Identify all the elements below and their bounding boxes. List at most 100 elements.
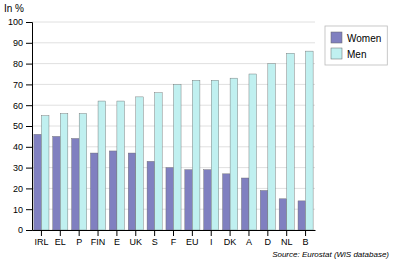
x-tick-label: EL (55, 237, 66, 247)
bar (279, 199, 287, 230)
y-tick-mark (26, 105, 32, 106)
x-tick: P (76, 230, 82, 247)
y-axis: 0102030405060708090100 (8, 17, 33, 235)
bar (60, 114, 68, 230)
bar (223, 174, 231, 230)
y-tick: 50 (13, 121, 32, 131)
y-tick-mark (26, 230, 32, 231)
y-tick-label: 100 (8, 17, 23, 27)
chart-container: 0102030405060708090100IRLELPFINEUKSFEUID… (0, 0, 393, 260)
x-tick-mark (192, 230, 193, 236)
x-tick: F (171, 230, 177, 247)
bar (249, 74, 257, 230)
bar (147, 161, 155, 230)
bar (117, 101, 125, 230)
x-tick-mark (98, 230, 99, 236)
y-tick-mark (26, 147, 32, 148)
y-tick-label: 40 (13, 142, 23, 152)
bar (260, 190, 268, 230)
x-tick: EL (55, 230, 66, 247)
legend-swatch (331, 32, 342, 43)
legend-item: Women (331, 32, 381, 44)
bar (136, 97, 144, 230)
x-tick-label: DK (224, 237, 237, 247)
bar (298, 201, 306, 230)
x-tick: I (210, 230, 213, 247)
bar-series (41, 51, 313, 230)
x-tick-label: A (246, 237, 252, 247)
grid (32, 22, 315, 230)
x-tick: DK (224, 230, 237, 247)
legend-frame (325, 26, 387, 65)
x-tick-mark (154, 230, 155, 236)
y-tick-mark (26, 84, 32, 85)
grid-line (32, 22, 315, 23)
x-tick-mark (116, 230, 117, 236)
x-tick-label: UK (130, 237, 143, 247)
bar (98, 101, 106, 230)
bar (241, 178, 249, 230)
y-tick-label: 0 (18, 225, 23, 235)
x-tick-label: D (265, 237, 272, 247)
bar (211, 80, 219, 230)
x-tick-label: F (171, 237, 177, 247)
x-tick-mark (41, 230, 42, 236)
bar (109, 151, 117, 230)
bar (79, 114, 87, 230)
x-tick-mark (135, 230, 136, 236)
legend-swatch (331, 48, 342, 59)
bar (166, 168, 174, 230)
y-axis-line (26, 23, 33, 231)
y-tick-label: 90 (13, 38, 23, 48)
bar (287, 53, 295, 230)
legend-label: Men (347, 49, 366, 60)
bar (53, 136, 61, 230)
y-tick: 60 (13, 101, 32, 111)
bars (34, 51, 313, 230)
y-tick: 10 (13, 205, 32, 215)
x-tick-mark (286, 230, 287, 236)
y-tick-mark (26, 209, 32, 210)
x-tick-label: E (114, 237, 120, 247)
bar (155, 93, 163, 230)
x-tick-label: P (76, 237, 82, 247)
bar (34, 134, 42, 230)
y-tick-mark (26, 126, 32, 127)
y-tick: 80 (13, 59, 32, 69)
x-tick-mark (60, 230, 61, 236)
x-tick: A (246, 230, 252, 247)
grid-line (32, 42, 315, 43)
x-tick-label: S (152, 237, 158, 247)
y-tick: 100 (8, 17, 32, 27)
y-tick-mark (26, 22, 32, 23)
x-tick-label: EU (186, 237, 199, 247)
bar (185, 170, 193, 230)
x-tick-label: FIN (91, 237, 106, 247)
x-tick-mark (230, 230, 231, 236)
chart-svg: 0102030405060708090100IRLELPFINEUKSFEUID… (0, 0, 393, 260)
legend-item: Men (331, 48, 366, 60)
x-tick: NL (281, 230, 293, 247)
y-tick-label: 20 (13, 184, 23, 194)
y-tick-mark (26, 168, 32, 169)
x-tick: EU (186, 230, 199, 247)
bar (41, 116, 49, 230)
bar (306, 51, 314, 230)
y-tick: 90 (13, 38, 32, 48)
legend: Women Men (325, 26, 387, 65)
y-tick-mark (26, 43, 32, 44)
x-tick-mark (79, 230, 80, 236)
bar (268, 64, 276, 230)
bar (230, 78, 238, 230)
x-tick: D (265, 230, 272, 247)
x-tick-label: IRL (34, 237, 48, 247)
x-tick-label: B (303, 237, 309, 247)
y-tick-label: 50 (13, 121, 23, 131)
x-tick: S (152, 230, 158, 247)
x-tick: E (114, 230, 120, 247)
x-tick-mark (267, 230, 268, 236)
y-tick-mark (26, 188, 32, 189)
y-tick: 20 (13, 184, 32, 194)
y-tick-label: 80 (13, 59, 23, 69)
bar (192, 80, 200, 230)
